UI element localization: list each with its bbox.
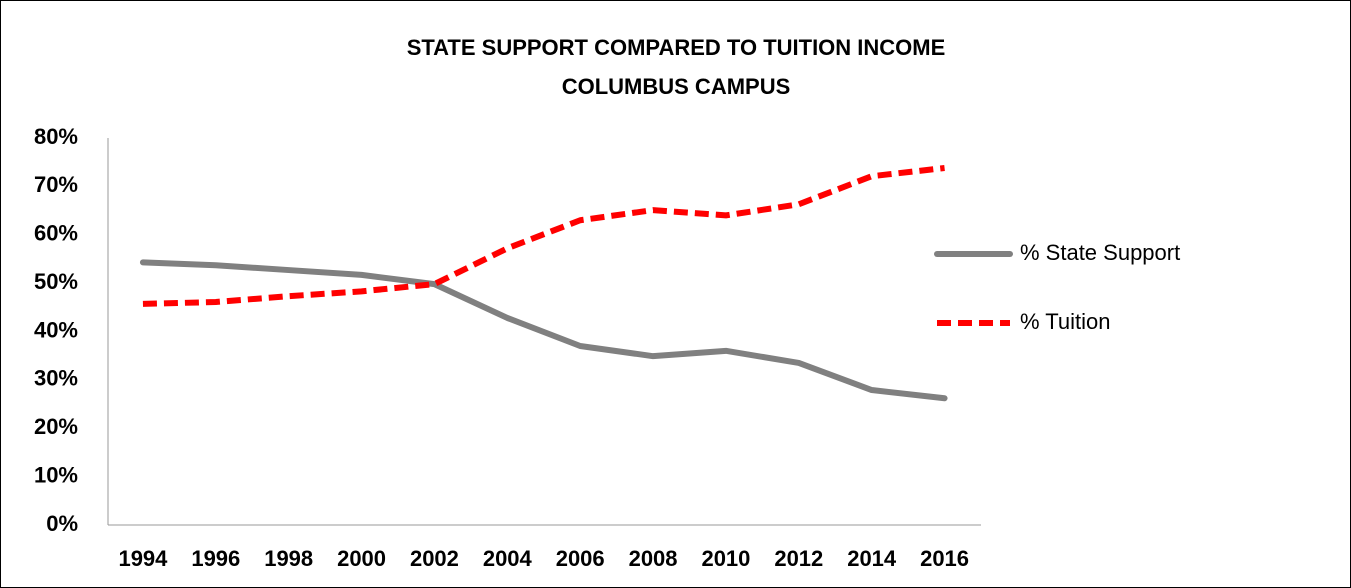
legend-label: % Tuition [1020,309,1111,334]
x-tick-label: 2006 [556,546,605,571]
data-line [139,259,948,402]
x-tick-label: 2004 [483,546,533,571]
chart-subtitle: COLUMBUS CAMPUS [562,74,791,99]
y-tick-label: 80% [34,124,78,149]
y-tick-label: 50% [34,269,78,294]
x-tick-label: 2014 [847,546,897,571]
y-tick-label: 40% [34,317,78,342]
x-tick-label: 2012 [774,546,823,571]
chart-title: STATE SUPPORT COMPARED TO TUITION INCOME [407,35,946,60]
y-tick-label: 60% [34,221,78,246]
x-tick-label: 2002 [410,546,459,571]
y-tick-label: 20% [34,414,78,439]
x-tick-label: 1996 [191,546,240,571]
x-tick-label: 2010 [701,546,750,571]
y-tick-label: 70% [34,172,78,197]
y-tick-label: 0% [46,511,78,536]
x-tick-label: 2000 [337,546,386,571]
y-tick-label: 10% [34,462,78,487]
x-tick-label: 2008 [629,546,678,571]
x-tick-label: 1998 [264,546,313,571]
x-tick-label: 1994 [118,546,168,571]
y-tick-label: 30% [34,366,78,391]
data-line [142,165,945,307]
x-tick-label: 2016 [920,546,969,571]
legend-label: % State Support [1020,240,1180,265]
